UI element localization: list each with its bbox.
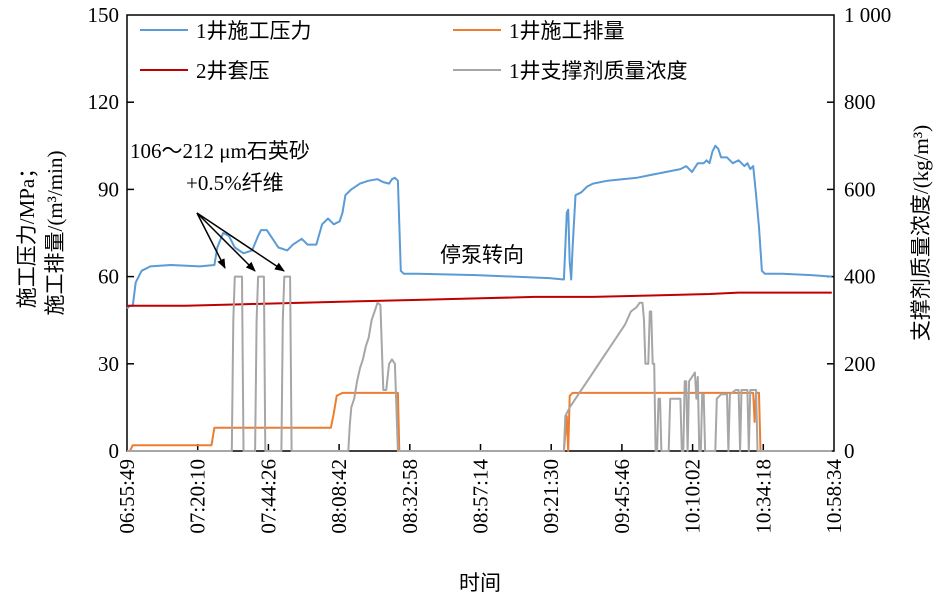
left-tick-label: 150 — [88, 3, 120, 27]
left-tick-label: 30 — [98, 352, 119, 376]
right-tick-label: 600 — [844, 177, 876, 201]
annotation-sand: 106～212 μm石英砂 — [130, 139, 310, 163]
right-axis-title: 支撑剂质量浓度/(kg/m³) — [909, 125, 933, 341]
legend-label-0: 1井施工压力 — [196, 19, 312, 43]
left-tick-label: 90 — [98, 177, 119, 201]
right-tick-label: 800 — [844, 90, 876, 114]
legend-label-1: 1井施工排量 — [509, 19, 625, 43]
series-line-2 — [127, 291, 832, 307]
axes: 0 30 60 90 120 150 0 200 400 600 800 1 000 06:55:49 0… — [88, 3, 892, 534]
left-axis-title-line1: 施工压力/MPa； — [15, 158, 39, 309]
annotation-fiber: +0.5%纤维 — [186, 171, 284, 195]
legend-label-2: 2井套压 — [196, 59, 270, 83]
right-tick-label: 1 000 — [844, 3, 891, 27]
left-tick-label: 120 — [88, 90, 120, 114]
x-tick-label: 09:21:30 — [539, 459, 563, 534]
x-tick-label: 10:34:18 — [751, 459, 775, 534]
right-tick-label: 400 — [844, 265, 876, 289]
annotation-arrow-2 — [196, 212, 285, 272]
x-axis-title: 时间 — [459, 571, 501, 595]
legend-label-3: 1井支撑剂质量浓度 — [509, 59, 688, 83]
left-axis-title-line2: 施工排量/(m³/min) — [43, 151, 67, 316]
series-line-1 — [127, 391, 762, 452]
x-tick-label: 10:58:34 — [822, 459, 846, 534]
x-tick-label: 08:32:58 — [398, 459, 422, 534]
annotation-stop: 停泵转向 — [440, 243, 524, 267]
x-tick-label: 07:20:10 — [186, 459, 210, 534]
x-tick-label: 10:10:02 — [681, 459, 705, 534]
series-line-3 — [127, 275, 832, 452]
legend: 1井施工压力 1井施工排量 2井套压 1井支撑剂质量浓度 — [140, 19, 688, 83]
right-tick-label: 0 — [844, 439, 855, 463]
left-tick-label: 0 — [109, 439, 120, 463]
right-tick-label: 200 — [844, 352, 876, 376]
annotation-arrow-1 — [196, 212, 256, 272]
left-tick-label: 60 — [98, 265, 119, 289]
x-tick-label: 07:44:26 — [256, 459, 280, 534]
x-tick-label: 06:55:49 — [115, 459, 139, 534]
axis-titles: 施工压力/MPa； 施工排量/(m³/min) 支撑剂质量浓度/(kg/m³) 时间 — [15, 125, 933, 595]
x-tick-label: 08:57:14 — [469, 459, 493, 534]
x-tick-label: 08:08:42 — [327, 459, 351, 534]
annotation-arrow-0 — [196, 212, 226, 269]
x-tick-label: 09:45:46 — [610, 459, 634, 534]
